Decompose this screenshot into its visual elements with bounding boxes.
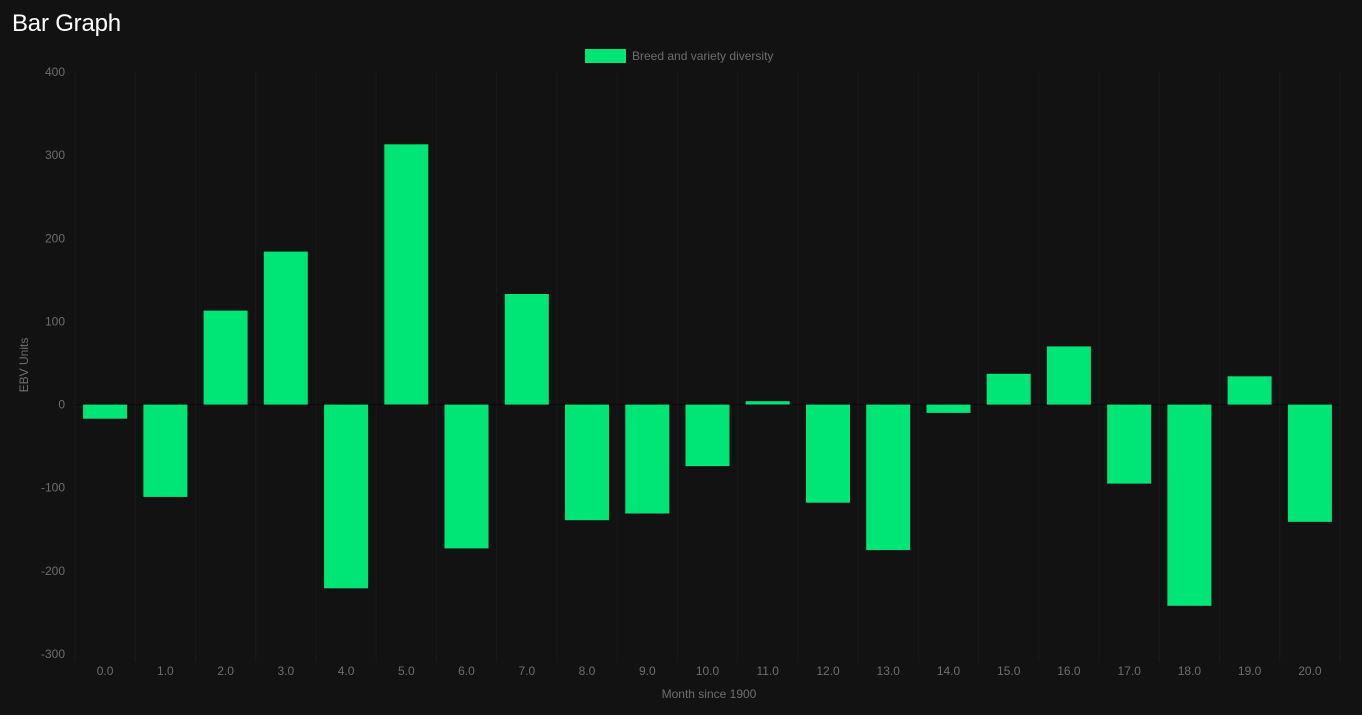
bar-10.0[interactable] xyxy=(685,404,730,467)
legend-label: Breed and variety diversity xyxy=(632,49,773,63)
legend[interactable]: Breed and variety diversity xyxy=(585,49,773,63)
x-tick-label: 1.0 xyxy=(157,664,174,678)
y-tick-label: -300 xyxy=(41,647,65,661)
x-axis-label: Month since 1900 xyxy=(662,687,757,701)
y-tick-label: 100 xyxy=(45,314,65,328)
bar-12.0[interactable] xyxy=(806,404,850,503)
x-tick-label: 13.0 xyxy=(877,664,901,678)
y-tick-label: 200 xyxy=(45,231,65,245)
x-tick-label: 12.0 xyxy=(816,664,840,678)
x-tick-label: 2.0 xyxy=(217,664,234,678)
bar-0.0[interactable] xyxy=(83,404,128,419)
bars xyxy=(83,144,1332,606)
y-tick-label: 0 xyxy=(58,398,65,412)
bar-11.0[interactable] xyxy=(745,401,790,405)
legend-swatch xyxy=(585,49,626,63)
x-tick-label: 18.0 xyxy=(1178,664,1202,678)
x-tick-label: 16.0 xyxy=(1057,664,1081,678)
y-tick-label: 400 xyxy=(45,65,65,79)
bar-1.0[interactable] xyxy=(143,404,188,497)
bar-18.0[interactable] xyxy=(1167,404,1212,606)
bar-6.0[interactable] xyxy=(444,404,489,549)
x-tick-label: 3.0 xyxy=(277,664,294,678)
y-tick-label: -200 xyxy=(41,564,65,578)
x-tick-label: 19.0 xyxy=(1238,664,1262,678)
bar-5.0[interactable] xyxy=(384,144,429,405)
x-tick-label: 11.0 xyxy=(756,664,779,678)
y-tick-label: -100 xyxy=(41,481,65,495)
chart-grid xyxy=(74,72,1341,662)
bar-17.0[interactable] xyxy=(1107,404,1152,484)
bar-16.0[interactable] xyxy=(1046,346,1091,405)
page-title: Bar Graph xyxy=(12,10,121,37)
bar-4.0[interactable] xyxy=(324,404,369,589)
bar-9.0[interactable] xyxy=(625,404,670,514)
bar-7.0[interactable] xyxy=(504,294,549,405)
bar-13.0[interactable] xyxy=(866,404,911,551)
bar-20.0[interactable] xyxy=(1287,404,1332,522)
x-tick-label: 7.0 xyxy=(518,664,535,678)
bar-8.0[interactable] xyxy=(565,404,609,521)
x-tick-label: 9.0 xyxy=(639,664,656,678)
x-tick-label: 4.0 xyxy=(338,664,355,678)
x-tick-label: 20.0 xyxy=(1298,664,1322,678)
y-axis-ticks: 400 300 200 100 0 -100 -200 -300 xyxy=(41,65,65,661)
x-tick-label: 5.0 xyxy=(398,664,415,678)
x-tick-label: 15.0 xyxy=(997,664,1021,678)
y-axis-label: EBV Units xyxy=(17,338,31,393)
x-axis-ticks: 0.0 1.0 2.0 3.0 4.0 5.0 6.0 7.0 8.0 9.0 10.0 11.0 12… xyxy=(97,664,1322,678)
x-tick-label: 0.0 xyxy=(97,664,114,678)
bar-15.0[interactable] xyxy=(986,373,1031,405)
x-tick-label: 17.0 xyxy=(1118,664,1142,678)
x-tick-label: 6.0 xyxy=(458,664,475,678)
bar-2.0[interactable] xyxy=(203,310,248,405)
x-tick-label: 8.0 xyxy=(579,664,596,678)
bar-3.0[interactable] xyxy=(263,251,308,405)
x-tick-label: 14.0 xyxy=(937,664,961,678)
bar-19.0[interactable] xyxy=(1227,376,1272,405)
bar-14.0[interactable] xyxy=(926,404,971,413)
x-tick-label: 10.0 xyxy=(696,664,720,678)
y-tick-label: 300 xyxy=(45,148,65,162)
